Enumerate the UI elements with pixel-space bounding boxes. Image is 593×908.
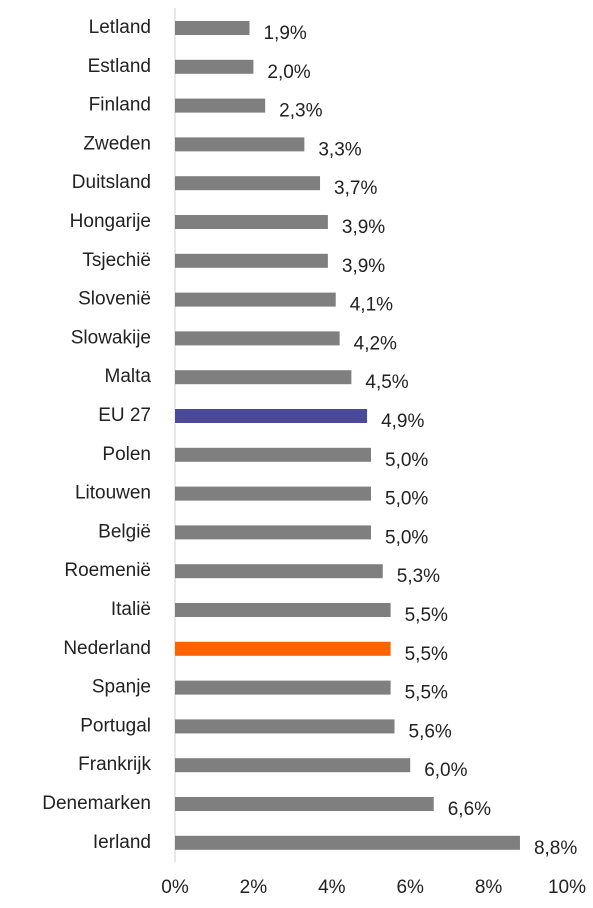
bar — [175, 641, 391, 656]
bar — [175, 331, 340, 346]
bar — [175, 370, 352, 385]
bar — [175, 253, 328, 268]
y-tick-label: België — [98, 521, 151, 542]
value-label: 5,5% — [405, 605, 448, 626]
bar — [175, 21, 250, 35]
y-tick-label: Portugal — [80, 715, 151, 736]
x-tick-label: 0% — [161, 877, 189, 898]
bar — [175, 680, 391, 695]
y-tick-label: Litouwen — [75, 483, 151, 504]
bar — [175, 564, 383, 579]
value-label: 3,9% — [342, 256, 385, 277]
value-label: 3,7% — [334, 178, 377, 199]
bar — [175, 409, 368, 423]
y-tick-label: Finland — [89, 95, 151, 116]
value-label: 5,3% — [397, 566, 440, 587]
value-label: 8,8% — [534, 838, 577, 859]
y-tick-label: Tsjechië — [82, 250, 151, 271]
value-label: 4,9% — [381, 411, 424, 432]
bar — [175, 137, 305, 152]
bar — [175, 98, 266, 113]
x-tick-label: 4% — [318, 877, 346, 898]
value-label: 6,6% — [448, 799, 491, 820]
y-tick-label: Hongarije — [70, 211, 151, 232]
bar — [175, 447, 371, 462]
bar — [175, 59, 254, 74]
value-label: 3,9% — [342, 217, 385, 238]
y-tick-label: Roemenië — [64, 560, 151, 581]
x-tick-label: 10% — [548, 877, 586, 898]
y-tick-label: Nederland — [63, 638, 151, 659]
value-label: 5,5% — [405, 644, 448, 665]
bar — [175, 486, 371, 501]
x-tick-label: 6% — [396, 877, 424, 898]
y-tick-label: Slowakije — [71, 327, 151, 348]
y-tick-label: Duitsland — [72, 172, 151, 193]
y-tick-label: Estland — [88, 56, 151, 77]
bar — [175, 603, 391, 617]
bar — [175, 215, 328, 229]
value-label: 4,1% — [350, 295, 393, 316]
bar — [175, 758, 411, 773]
y-tick-label: Polen — [102, 444, 151, 465]
value-label: 4,5% — [365, 372, 408, 393]
value-label: 4,2% — [354, 333, 397, 354]
value-label: 5,0% — [385, 450, 428, 471]
value-label: 5,6% — [409, 721, 452, 742]
bar — [175, 176, 321, 191]
y-tick-label: Denemarken — [42, 793, 151, 814]
value-label: 2,0% — [267, 62, 310, 83]
value-label: 3,3% — [318, 139, 361, 160]
bar — [175, 835, 520, 850]
y-tick-label: Letland — [89, 17, 151, 38]
bar — [175, 292, 336, 307]
y-tick-label: Frankrijk — [78, 754, 151, 775]
y-tick-label: EU 27 — [98, 405, 151, 426]
y-tick-label: Italië — [111, 599, 151, 620]
value-label: 5,0% — [385, 527, 428, 548]
bar — [175, 525, 371, 540]
value-label: 1,9% — [263, 23, 306, 44]
value-label: 2,3% — [279, 101, 322, 122]
bar — [175, 797, 434, 811]
y-tick-label: Slovenië — [78, 289, 151, 310]
value-label: 5,0% — [385, 489, 428, 510]
value-label: 6,0% — [424, 760, 467, 781]
x-tick-label: 2% — [240, 877, 268, 898]
y-tick-label: Zweden — [83, 133, 151, 154]
y-tick-label: Malta — [105, 366, 152, 387]
x-tick-label: 8% — [475, 877, 503, 898]
y-tick-label: Ierland — [93, 832, 151, 853]
bar — [175, 719, 395, 734]
value-label: 5,5% — [405, 683, 448, 704]
y-tick-label: Spanje — [92, 677, 151, 698]
